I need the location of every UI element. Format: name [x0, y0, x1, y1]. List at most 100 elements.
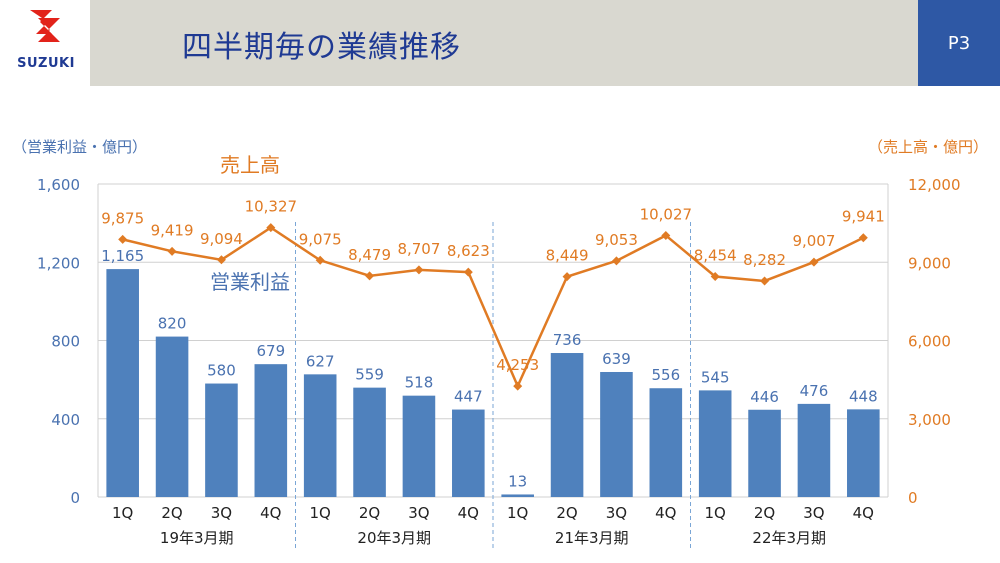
bar	[748, 409, 781, 497]
right-tick-label: 12,000	[908, 176, 961, 194]
bar-data-label: 580	[207, 362, 236, 380]
bar	[452, 409, 485, 497]
bar	[600, 371, 633, 497]
category-label: 2Q	[754, 504, 775, 522]
series-label-operating-profit: 営業利益	[210, 270, 290, 294]
left-tick-label: 800	[51, 333, 80, 351]
left-tick-label: 0	[70, 489, 80, 507]
sales-line	[122, 226, 864, 390]
line-data-label: 9,007	[792, 232, 835, 250]
category-label: 1Q	[310, 504, 331, 522]
line-data-label: 8,282	[743, 251, 786, 269]
page-title: 四半期毎の業績推移	[182, 30, 461, 65]
line-point	[167, 246, 177, 256]
page-number: P3	[947, 33, 971, 54]
line-point	[611, 256, 621, 266]
bar-data-label: 13	[508, 472, 527, 490]
category-label: 4Q	[260, 504, 281, 522]
bar	[303, 374, 337, 497]
line-data-label: 10,327	[245, 198, 298, 216]
line-data-label: 10,027	[640, 205, 693, 223]
bar	[205, 383, 238, 497]
line-data-label: 8,707	[397, 240, 440, 258]
bar	[550, 353, 584, 497]
line-data-label: 8,479	[348, 246, 391, 264]
line-point	[414, 265, 424, 275]
line-data-label: 8,454	[694, 246, 737, 264]
line-point	[809, 257, 819, 267]
line-data-label: 9,419	[151, 221, 194, 239]
right-tick-label: 3,000	[908, 411, 951, 429]
performance-chart: 1,165 820 580 679 627 559 518 447 13 736 639 556 545…	[12, 138, 988, 548]
group-label: 22年3月期	[752, 529, 826, 547]
category-label: 3Q	[211, 504, 232, 522]
group-label: 19年3月期	[160, 529, 234, 547]
category-label: 2Q	[359, 504, 380, 522]
left-tick-label: 1,200	[37, 254, 80, 272]
right-tick-label: 6,000	[908, 333, 951, 351]
line-point	[266, 223, 276, 233]
line-point	[710, 271, 720, 281]
bar	[501, 494, 534, 497]
line-point	[513, 381, 523, 391]
bar-data-label: 447	[454, 388, 483, 406]
bar-data-label: 1,165	[101, 247, 144, 265]
category-label: 3Q	[606, 504, 627, 522]
category-label: 1Q	[112, 504, 133, 522]
bar	[402, 395, 436, 497]
logo-area: SUZUKI	[0, 0, 90, 86]
suzuki-s-logo-icon	[30, 10, 60, 42]
category-label: 3Q	[408, 504, 429, 522]
line-data-label: 9,075	[299, 230, 342, 248]
bar-data-label: 446	[750, 388, 779, 406]
bar-data-label: 518	[405, 374, 434, 392]
bar-data-label: 556	[651, 366, 680, 384]
category-label: 2Q	[161, 504, 182, 522]
category-label: 1Q	[705, 504, 726, 522]
line-point	[858, 233, 868, 243]
bar	[106, 269, 139, 497]
category-label: 4Q	[458, 504, 479, 522]
line-data-label: 8,449	[546, 247, 589, 265]
category-label: 2Q	[556, 504, 577, 522]
bar-data-label: 679	[256, 342, 285, 360]
right-tick-label: 0	[908, 489, 918, 507]
right-tick-label: 9,000	[908, 254, 951, 272]
category-label: 4Q	[655, 504, 676, 522]
bar	[649, 388, 683, 497]
bar	[847, 409, 880, 497]
brand-name: SUZUKI	[17, 56, 75, 71]
line-data-label: 9,094	[200, 230, 243, 248]
bar-data-label: 820	[158, 315, 187, 333]
bar-data-label: 448	[849, 387, 878, 405]
line-point	[562, 272, 572, 282]
header: SUZUKI 四半期毎の業績推移 P3	[0, 0, 1000, 86]
left-tick-label: 400	[51, 411, 80, 429]
category-label: 4Q	[853, 504, 874, 522]
line-data-label: 9,875	[101, 209, 144, 227]
left-tick-label: 1,600	[37, 176, 80, 194]
group-label: 20年3月期	[357, 529, 431, 547]
bar-data-label: 476	[800, 382, 829, 400]
line-data-label: 9,053	[595, 231, 638, 249]
bar	[155, 336, 189, 497]
bar-data-label: 545	[701, 368, 730, 386]
line-point	[118, 234, 128, 244]
line-point	[463, 267, 473, 277]
line-point	[315, 255, 325, 265]
bar-data-label: 639	[602, 350, 631, 368]
line-data-label: 9,941	[842, 208, 885, 226]
line-data-label: 4,253	[496, 356, 539, 374]
bar-data-label: 736	[553, 331, 582, 349]
category-label: 3Q	[803, 504, 824, 522]
line-data-label: 8,623	[447, 242, 490, 260]
series-label-sales: 売上高	[220, 153, 280, 177]
bar	[698, 390, 732, 497]
page-number-box	[918, 0, 1000, 86]
line-point	[365, 271, 375, 281]
line-point	[661, 230, 671, 240]
bar-data-label: 559	[355, 366, 384, 384]
group-label: 21年3月期	[555, 529, 629, 547]
title-bar	[90, 0, 918, 86]
line-point	[760, 276, 770, 286]
